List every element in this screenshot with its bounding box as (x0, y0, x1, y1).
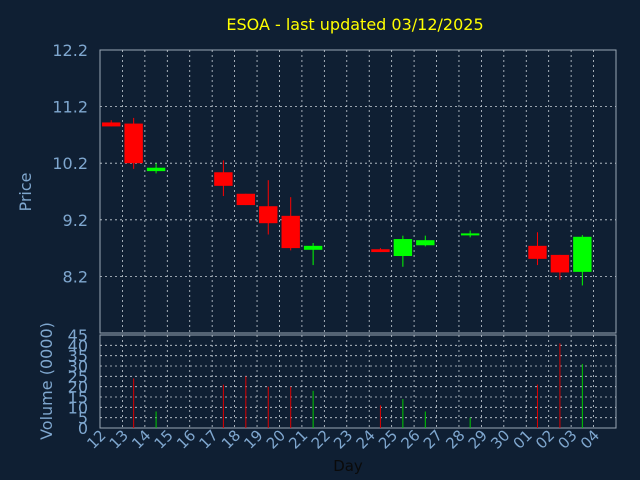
candle-28 (460, 230, 480, 238)
volume-y-tick-label: 35 (68, 347, 88, 366)
price-panel: 12.2 11.2 10.2 9.2 8.2 Price (16, 41, 617, 334)
volume-bars (133, 343, 583, 428)
volume-y-tick-label: 5 (78, 409, 88, 428)
candle-body (146, 167, 166, 172)
price-y-tick-label: 8.2 (63, 267, 88, 286)
price-y-tick-label: 10.2 (52, 154, 88, 173)
candle-20 (281, 197, 300, 251)
volume-y-tick-label: 30 (68, 357, 88, 376)
price-y-tick-label: 12.2 (52, 41, 88, 60)
candle-14 (146, 163, 166, 174)
price-plot-area (99, 49, 617, 334)
candle-body (528, 245, 547, 259)
chart-title: ESOA - last updated 03/12/2025 (226, 15, 483, 34)
x-tick-labels: 1213141516171819202122232425262728293001… (83, 426, 603, 452)
volume-y-tick-label: 20 (68, 378, 88, 397)
volume-y-tick-label: 25 (68, 367, 88, 386)
candles (102, 117, 592, 286)
candle-18 (236, 193, 256, 206)
candle-19 (259, 180, 278, 235)
price-gridlines (100, 50, 616, 333)
price-y-tick-label: 11.2 (52, 98, 88, 117)
candle-01 (528, 232, 547, 266)
candle-body (303, 245, 323, 250)
price-y-tick-labels: 12.2 11.2 10.2 9.2 8.2 (52, 41, 88, 286)
candle-body (259, 206, 278, 224)
price-axis-label: Price (16, 172, 35, 211)
candle-body (393, 239, 413, 257)
candle-17 (214, 160, 233, 197)
candle-body (236, 193, 256, 206)
volume-y-tick-label: 45 (68, 326, 88, 345)
volume-y-tick-label: 15 (68, 388, 88, 407)
candle-12 (102, 120, 121, 127)
price-y-tick-label: 9.2 (63, 211, 88, 230)
candle-body (573, 236, 592, 272)
candle-02 (550, 254, 570, 280)
volume-y-tick-label: 0 (78, 419, 88, 438)
candle-body (460, 233, 480, 236)
candle-body (371, 249, 390, 253)
candle-26 (416, 235, 435, 247)
candle-body (550, 254, 570, 273)
candle-03 (573, 235, 592, 286)
volume-y-tick-label: 10 (68, 398, 88, 417)
volume-axis-label: Volume (0000) (37, 322, 56, 440)
candle-body (416, 240, 435, 246)
x-tick-label: 04 (577, 426, 603, 452)
candle-body (124, 123, 143, 164)
candle-24 (371, 248, 390, 253)
volume-gridlines (100, 335, 616, 428)
volume-plot-area (99, 334, 617, 429)
candle-25 (393, 235, 413, 267)
volume-y-tick-label: 40 (68, 336, 88, 355)
candle-body (281, 215, 300, 249)
x-axis-label: Day (333, 457, 363, 475)
candle-13 (124, 117, 143, 169)
candle-body (214, 172, 233, 186)
candle-body (102, 122, 121, 127)
candle-21 (303, 243, 323, 266)
